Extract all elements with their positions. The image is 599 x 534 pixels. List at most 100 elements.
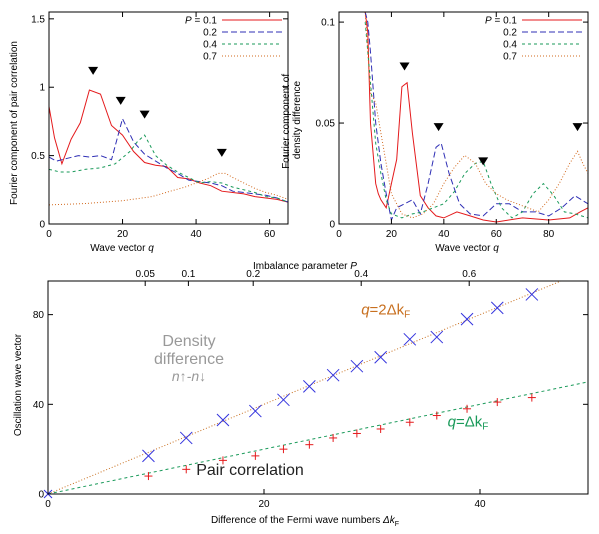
p0-xlabel: Wave vector q	[90, 243, 154, 254]
pair-point	[405, 418, 414, 427]
p0-ytick-label: 0	[39, 220, 45, 231]
panel-density-difference: Fourier component of density difference …	[281, 11, 589, 254]
density-annotation-line1: Density	[162, 333, 215, 350]
p1-ytick-label: 0.05	[316, 119, 336, 130]
pair-correlation-annotation: Pair correlation	[196, 462, 304, 479]
p1-xlabel: Wave vector q	[435, 243, 499, 254]
p1-legend-label-0: P = 0.1	[485, 16, 517, 27]
density-point	[216, 413, 230, 427]
pair-point	[463, 404, 472, 413]
peak-marker-1	[115, 96, 126, 105]
p0-series-line-2	[49, 134, 288, 203]
reference-line-1	[48, 381, 588, 494]
density-point-stroke	[350, 359, 364, 373]
p2-top-axis-label: Imbalance parameter P	[253, 261, 357, 272]
p1-ylabel: Fourier component of density difference	[281, 71, 303, 169]
peak-marker-2	[478, 157, 489, 166]
density-point	[249, 404, 262, 418]
p0-legend-label-1: 0.2	[203, 28, 217, 39]
peak-marker-0	[399, 62, 410, 71]
p1-series-line-2	[364, 22, 588, 219]
density-point	[525, 288, 539, 301]
density-point-stroke	[216, 413, 230, 427]
density-point-stroke	[403, 332, 417, 346]
density-point-stroke	[303, 380, 316, 393]
p0-legend-label-3: 0.7	[203, 52, 217, 63]
density-point	[179, 431, 193, 445]
p1-xtick-label: 0	[336, 229, 342, 240]
p0-legend-label-0: P = 0.1	[185, 16, 217, 27]
p2-ylabel: Oscillation wave vector	[13, 333, 24, 436]
p0-ytick-label: 1	[39, 83, 45, 94]
p1-series-line-1	[364, 12, 588, 222]
panel-pair-correlation: Fourier component of pair correlation Wa…	[9, 11, 289, 254]
p2-xtick-label: 0	[45, 499, 51, 510]
peak-marker-3	[572, 123, 583, 132]
density-point	[142, 449, 155, 463]
p1-frame	[338, 11, 589, 225]
peak-marker-1	[433, 123, 444, 132]
p1-xtick-label: 20	[386, 229, 398, 240]
p1-legend-label-2: 0.4	[503, 40, 517, 51]
p2-xlabel: Difference of the Fermi wave numbers ΔkF	[211, 515, 399, 528]
pair-point	[144, 472, 153, 481]
p2-top-tick-label: 0.6	[462, 269, 476, 280]
pair-point	[493, 398, 502, 407]
peak-marker-3	[216, 148, 227, 157]
p0-xtick-label: 0	[46, 229, 52, 240]
density-point	[430, 330, 444, 344]
p0-series-line-0	[49, 89, 288, 203]
p0-ylabel: Fourier component of pair correlation	[9, 41, 20, 205]
density-point-stroke	[374, 350, 387, 364]
density-point	[460, 312, 474, 326]
p2-xtick-label: 40	[474, 499, 486, 510]
peak-marker-0	[88, 66, 99, 75]
density-point	[326, 368, 340, 382]
density-annotation: Density difference n↑-n↓	[154, 333, 224, 384]
pair-point	[329, 433, 338, 442]
p1-series-line-0	[364, 12, 588, 223]
p1-xtick-label: 60	[491, 229, 503, 240]
density-point-stroke	[430, 330, 444, 344]
p2-top-tick-label: 0.05	[135, 269, 155, 280]
p2-top-tick-label: 0.2	[246, 269, 260, 280]
pair-point	[251, 451, 260, 460]
density-point-stroke	[179, 431, 193, 445]
p2-xtick-label: 20	[258, 499, 270, 510]
reference-line-label-1: q=ΔkF	[448, 414, 489, 433]
p0-legend-label-2: 0.4	[203, 40, 217, 51]
p1-xtick-label: 80	[543, 229, 555, 240]
density-point	[303, 380, 316, 393]
p2-reference-lines	[48, 281, 588, 494]
peak-marker-2	[139, 110, 150, 119]
p0-series-line-1	[49, 117, 288, 203]
density-point-stroke	[277, 393, 290, 407]
pair-point	[527, 393, 536, 402]
p1-ytick-label: 0.1	[321, 18, 335, 29]
pair-point	[279, 445, 288, 454]
density-point-stroke	[525, 288, 539, 301]
density-annotation-formula: n↑-n↓	[172, 368, 206, 384]
p2-ytick-label: 40	[33, 400, 45, 411]
density-annotation-line2: difference	[154, 351, 224, 368]
panel-oscillation: Oscillation wave vector Difference of th…	[13, 261, 589, 528]
pair-point	[376, 424, 385, 433]
p0-ytick-label: 0.5	[31, 151, 45, 162]
density-point-stroke	[460, 312, 474, 326]
p2-top-tick-label: 0.1	[181, 269, 195, 280]
reference-line-0	[48, 281, 563, 494]
p0-frame	[48, 11, 289, 225]
p0-xtick-label: 60	[264, 229, 276, 240]
pair-point	[305, 440, 314, 449]
p1-series-line-3	[364, 12, 588, 219]
p1-series-group	[364, 12, 588, 223]
density-point-stroke	[490, 301, 504, 315]
p1-ytick-label: 0	[329, 220, 335, 231]
p0-ytick-label: 1.5	[31, 14, 45, 25]
density-point	[374, 350, 387, 364]
density-point-stroke	[249, 404, 262, 418]
p1-legend-label-1: 0.2	[503, 28, 517, 39]
density-point-stroke	[142, 449, 155, 463]
density-point	[490, 301, 504, 315]
